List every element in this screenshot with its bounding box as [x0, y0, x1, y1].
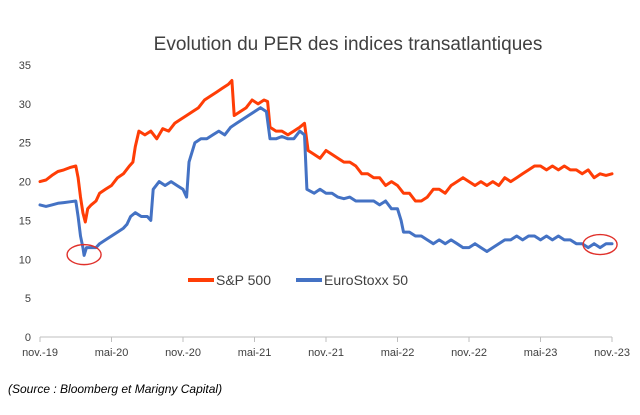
x-tick-label: nov.-23 [594, 347, 630, 359]
x-tick-label: mai-20 [95, 347, 129, 359]
x-tick-label: mai-23 [524, 347, 558, 359]
y-tick-label: 5 [25, 293, 31, 305]
x-tick-label: nov.-20 [165, 347, 201, 359]
highlight-circle [582, 233, 618, 256]
y-tick-label: 35 [19, 60, 31, 72]
legend: S&P 500 EuroStoxx 50 [188, 272, 408, 288]
x-tick-label: nov.-21 [308, 347, 344, 359]
y-axis: 0 5 10 15 20 25 30 35 [19, 60, 31, 344]
y-tick-label: 25 [19, 138, 31, 150]
series-line-eurostoxx50 [38, 106, 614, 257]
y-tick-label: 10 [19, 254, 31, 266]
series-layer [38, 79, 614, 257]
highlight-circle [66, 243, 102, 266]
x-tick-label: mai-22 [381, 347, 415, 359]
source-note: (Source : Bloomberg et Marigny Capital) [8, 382, 223, 396]
legend-eurostoxx-label: EuroStoxx 50 [324, 272, 408, 288]
series-line-sp500 [38, 79, 614, 224]
y-tick-label: 20 [19, 177, 31, 189]
y-tick-label: 30 [19, 99, 31, 111]
x-tick-label: nov.-19 [22, 347, 58, 359]
x-tick-label: mai-21 [238, 347, 272, 359]
chart-title: Evolution du PER des indices transatlant… [154, 34, 543, 55]
legend-sp500-label: S&P 500 [216, 272, 271, 288]
x-axis: nov.-19 mai-20 nov.-20 mai-21 nov.-21 mai-22 n… [22, 337, 630, 359]
y-tick-label: 0 [25, 332, 31, 344]
y-tick-label: 15 [19, 215, 31, 227]
highlight-layer [66, 233, 618, 266]
x-tick-label: nov.-22 [451, 347, 487, 359]
